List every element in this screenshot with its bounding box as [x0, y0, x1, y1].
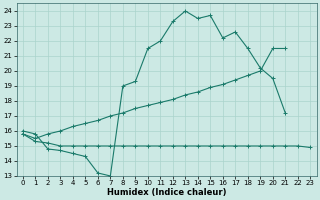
X-axis label: Humidex (Indice chaleur): Humidex (Indice chaleur) [107, 188, 226, 197]
